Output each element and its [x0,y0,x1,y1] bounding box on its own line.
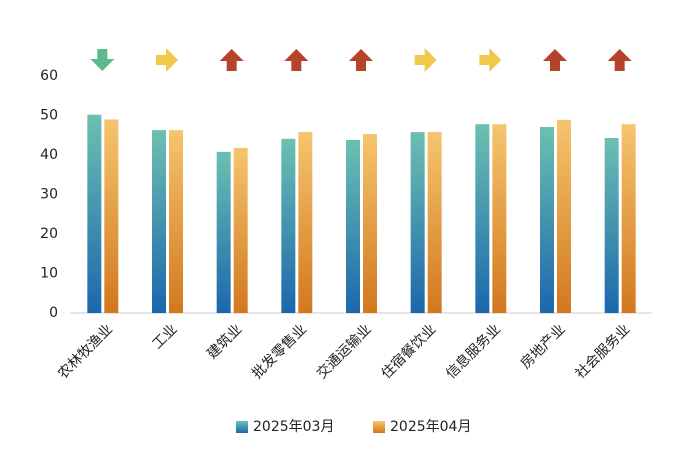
bar [621,124,636,313]
x-tick-label: 批发零售业 [249,321,310,382]
bar [216,151,231,313]
trend-arrow [90,49,115,71]
x-tick-label: 交通运输业 [313,321,375,383]
trend-arrow [156,48,178,72]
bar [427,132,442,313]
bar [298,132,313,313]
x-tick-label: 工业 [150,321,181,352]
y-tick-label: 50 [40,108,58,124]
bar [604,138,619,313]
x-tick-label: 社会服务业 [573,321,634,382]
trend-arrow [349,49,373,71]
trend-arrow [607,49,632,71]
bar [410,132,425,313]
bar [363,134,377,313]
y-tick-label: 40 [40,147,58,163]
bar [557,119,571,313]
bar [540,126,554,313]
bar [169,130,183,313]
bar [104,119,119,313]
trend-arrow [414,48,437,72]
y-tick-label: 30 [40,187,58,203]
trend-arrow [284,49,309,71]
trend-arrow [543,49,567,71]
bar [281,138,296,313]
y-tick-label: 0 [49,305,58,321]
y-tick-label: 20 [40,226,58,242]
trend-arrow [219,49,244,71]
legend-swatch [236,421,248,433]
legend-label: 2025年04月 [390,419,471,435]
y-tick-label: 60 [40,68,58,84]
x-tick-label: 信息服务业 [442,321,504,383]
legend-swatch [373,421,385,433]
bar [346,139,360,313]
x-tick-label: 住宿餐饮业 [378,321,440,383]
bar [492,124,507,313]
x-tick-label: 建筑业 [204,321,245,362]
legend-label: 2025年03月 [253,419,334,435]
x-tick-label: 农林牧渔业 [55,321,116,382]
x-tick-label: 房地产业 [518,321,569,372]
trend-arrow [479,48,502,72]
bar [475,124,490,313]
bar [233,147,248,313]
bar [152,130,166,313]
y-tick-label: 10 [40,266,58,282]
bar [87,114,102,314]
